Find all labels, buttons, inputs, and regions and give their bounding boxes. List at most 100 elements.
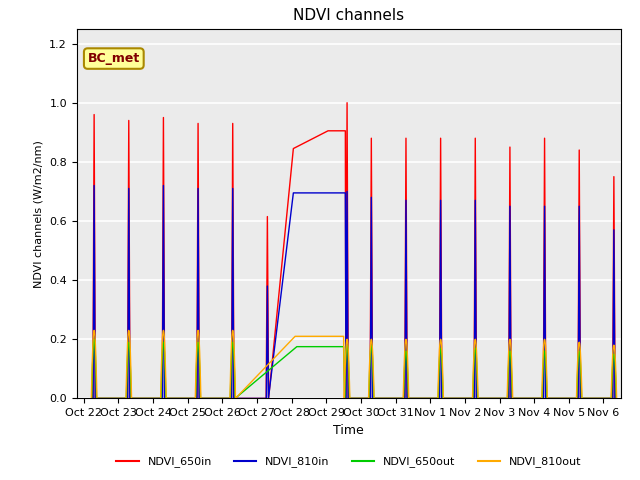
NDVI_650out — [90, 336, 98, 342]
NDVI_810in — [229, 186, 237, 192]
NDVI_650in — [402, 135, 410, 141]
NDVI_650in — [366, 396, 374, 401]
NDVI_650out — [92, 367, 100, 372]
NDVI_650in — [403, 396, 411, 401]
NDVI_810in — [367, 396, 374, 401]
NDVI_650in — [159, 115, 167, 120]
NDVI_650in — [574, 396, 582, 401]
NDVI_810in — [126, 396, 134, 401]
NDVI_650out — [369, 360, 376, 365]
Legend: NDVI_650in, NDVI_810in, NDVI_650out, NDVI_810out: NDVI_650in, NDVI_810in, NDVI_650out, NDV… — [112, 452, 586, 472]
NDVI_810in — [472, 197, 479, 203]
NDVI_810in — [195, 396, 203, 401]
NDVI_650in — [193, 396, 201, 401]
NDVI_810in — [92, 396, 99, 401]
Line: NDVI_810in: NDVI_810in — [93, 185, 615, 398]
NDVI_810in — [403, 396, 411, 401]
Line: NDVI_650out: NDVI_650out — [92, 339, 616, 398]
NDVI_650in — [344, 396, 352, 401]
Y-axis label: NDVI channels (W/m2/nm): NDVI channels (W/m2/nm) — [34, 140, 44, 288]
NDVI_650in — [369, 396, 376, 401]
NDVI_810in — [343, 189, 351, 194]
NDVI_650in — [90, 112, 98, 118]
NDVI_650in — [540, 396, 547, 401]
Text: BC_met: BC_met — [88, 52, 140, 65]
NDVI_650in — [505, 396, 513, 401]
NDVI_810in — [264, 396, 272, 401]
NDVI_650in — [610, 174, 618, 180]
NDVI_810in — [159, 396, 166, 401]
NDVI_650out — [573, 396, 580, 401]
NDVI_650out — [474, 396, 481, 401]
NDVI_650in — [124, 396, 131, 401]
NDVI_810in — [507, 396, 515, 401]
NDVI_650in — [506, 144, 514, 150]
NDVI_650in — [542, 396, 550, 401]
NDVI_810out — [88, 396, 95, 401]
NDVI_650in — [470, 396, 478, 401]
NDVI_810in — [344, 396, 352, 401]
NDVI_810in — [264, 283, 271, 289]
NDVI_650out — [124, 368, 131, 374]
NDVI_810in — [124, 396, 132, 401]
NDVI_650in — [401, 396, 408, 401]
NDVI_810in — [401, 396, 409, 401]
NDVI_650out — [612, 396, 620, 401]
NDVI_810in — [610, 227, 618, 233]
NDVI_810out — [573, 396, 580, 401]
NDVI_650in — [541, 135, 548, 141]
NDVI_650out — [506, 352, 513, 358]
NDVI_650in — [195, 396, 203, 401]
Line: NDVI_650in: NDVI_650in — [93, 103, 615, 398]
NDVI_650in — [324, 128, 332, 134]
NDVI_810in — [289, 190, 297, 196]
NDVI_650in — [262, 396, 270, 401]
NDVI_810in — [542, 396, 550, 401]
NDVI_810in — [577, 396, 584, 401]
NDVI_810in — [125, 186, 132, 192]
NDVI_650in — [289, 145, 297, 151]
NDVI_810in — [89, 396, 97, 401]
NDVI_650in — [609, 396, 616, 401]
NDVI_810in — [472, 396, 480, 401]
NDVI_650in — [228, 396, 236, 401]
NDVI_810in — [369, 396, 376, 401]
NDVI_810in — [436, 396, 444, 401]
NDVI_810in — [506, 204, 514, 209]
NDVI_650in — [229, 120, 237, 126]
X-axis label: Time: Time — [333, 424, 364, 437]
NDVI_650in — [126, 396, 134, 401]
NDVI_650in — [436, 135, 444, 141]
NDVI_810out — [90, 327, 98, 333]
NDVI_810in — [470, 396, 478, 401]
NDVI_650in — [575, 147, 583, 153]
Title: NDVI channels: NDVI channels — [293, 9, 404, 24]
NDVI_650in — [472, 135, 479, 141]
NDVI_650in — [436, 396, 444, 401]
NDVI_810in — [342, 396, 350, 401]
NDVI_810in — [228, 396, 236, 401]
NDVI_650in — [577, 396, 584, 401]
NDVI_650in — [343, 100, 351, 106]
NDVI_650in — [92, 396, 99, 401]
NDVI_650in — [125, 118, 132, 123]
NDVI_810in — [90, 182, 98, 188]
NDVI_810out — [474, 396, 482, 401]
NDVI_810in — [193, 396, 201, 401]
NDVI_650in — [473, 396, 481, 401]
NDVI_650in — [194, 120, 202, 126]
NDVI_810in — [262, 396, 270, 401]
NDVI_810in — [159, 182, 167, 188]
NDVI_810out — [92, 362, 100, 368]
NDVI_810out — [506, 341, 513, 347]
NDVI_810in — [438, 396, 445, 401]
NDVI_650in — [264, 214, 271, 219]
NDVI_810in — [611, 396, 619, 401]
NDVI_650in — [230, 396, 238, 401]
NDVI_810in — [541, 204, 548, 209]
NDVI_810in — [402, 197, 410, 203]
NDVI_810out — [369, 356, 377, 361]
NDVI_810in — [575, 204, 583, 209]
NDVI_650in — [508, 396, 515, 401]
NDVI_650out — [88, 396, 95, 401]
